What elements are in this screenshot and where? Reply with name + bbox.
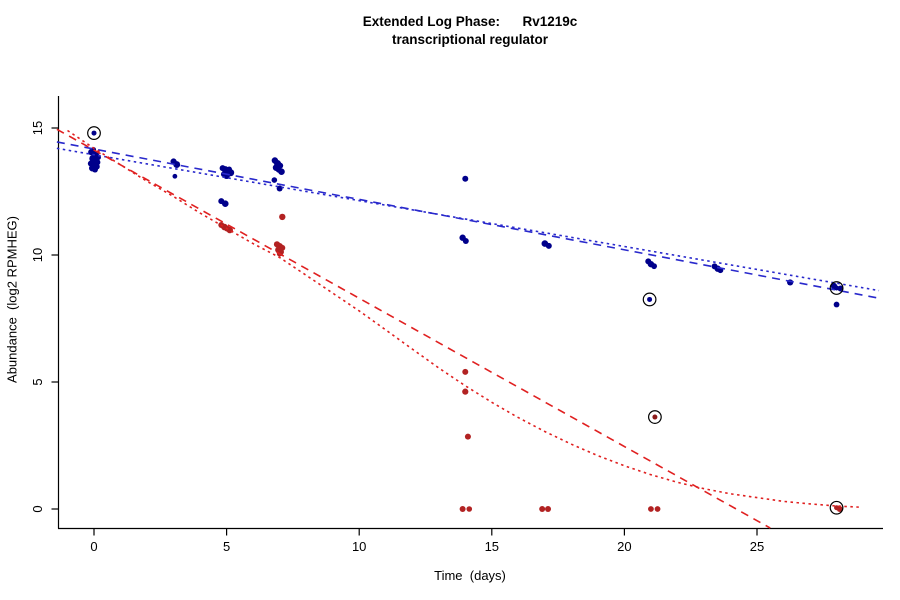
data-point-blue	[651, 263, 658, 270]
red-dotted-fit-line	[67, 129, 861, 508]
data-point-blue	[226, 166, 232, 172]
circled-point-outline	[829, 281, 844, 295]
data-point-red	[648, 506, 654, 512]
circled-point-outline	[87, 126, 101, 140]
circled-point-dot	[652, 414, 658, 420]
data-point-red	[462, 388, 469, 395]
data-point-blue	[92, 166, 98, 173]
data-point-red	[539, 506, 546, 512]
y-tick-label: 5	[30, 378, 45, 385]
data-point-blue	[221, 200, 229, 207]
x-tick-label: 0	[90, 539, 97, 554]
data-point-blue	[833, 301, 840, 308]
y-tick-label: 10	[30, 248, 45, 262]
y-tick-label: 15	[30, 121, 45, 135]
circled-point-dot	[834, 505, 840, 511]
chart-title-line2: transcriptional regulator	[391, 32, 549, 47]
x-axis-label: Time (days)	[434, 568, 506, 583]
data-point-blue	[462, 175, 469, 182]
data-point-red	[279, 213, 286, 221]
circled-point-dot	[91, 130, 97, 136]
blue-dashed-fit-line	[56, 141, 880, 299]
blue-dotted-fit-line	[56, 147, 880, 292]
circled-point-outline	[642, 292, 657, 307]
x-tick-label: 25	[750, 539, 764, 554]
data-point-blue	[278, 168, 285, 175]
data-point-red	[545, 506, 552, 512]
data-point-blue	[545, 242, 552, 249]
data-point-red	[462, 368, 469, 375]
data-point-blue	[173, 161, 181, 168]
data-point-blue	[172, 173, 178, 179]
circled-point-dot	[834, 285, 840, 291]
x-tick-label: 5	[223, 539, 230, 554]
circled-point-outline	[647, 410, 662, 424]
y-tick-label: 0	[30, 505, 45, 512]
data-point-red	[466, 506, 473, 512]
y-axis-label: Abundance (log2 RPMHEG)	[4, 216, 20, 383]
data-point-blue	[276, 185, 283, 192]
circled-point-dot	[647, 296, 653, 302]
x-tick-label: 20	[617, 539, 631, 554]
data-point-blue	[462, 238, 469, 245]
data-point-red	[459, 506, 466, 512]
x-tick-label: 15	[485, 539, 499, 554]
x-tick-label: 10	[352, 539, 366, 554]
data-point-red	[654, 506, 661, 512]
data-point-red	[464, 433, 471, 440]
chart-title: Extended Log Phase: Rv1219c transcriptio…	[40, 13, 900, 49]
chart-title-line1: Extended Log Phase: Rv1219c	[362, 14, 578, 29]
data-point-blue	[271, 177, 278, 183]
circled-point-outline	[829, 500, 844, 515]
red-dashed-fit-line	[56, 128, 771, 529]
